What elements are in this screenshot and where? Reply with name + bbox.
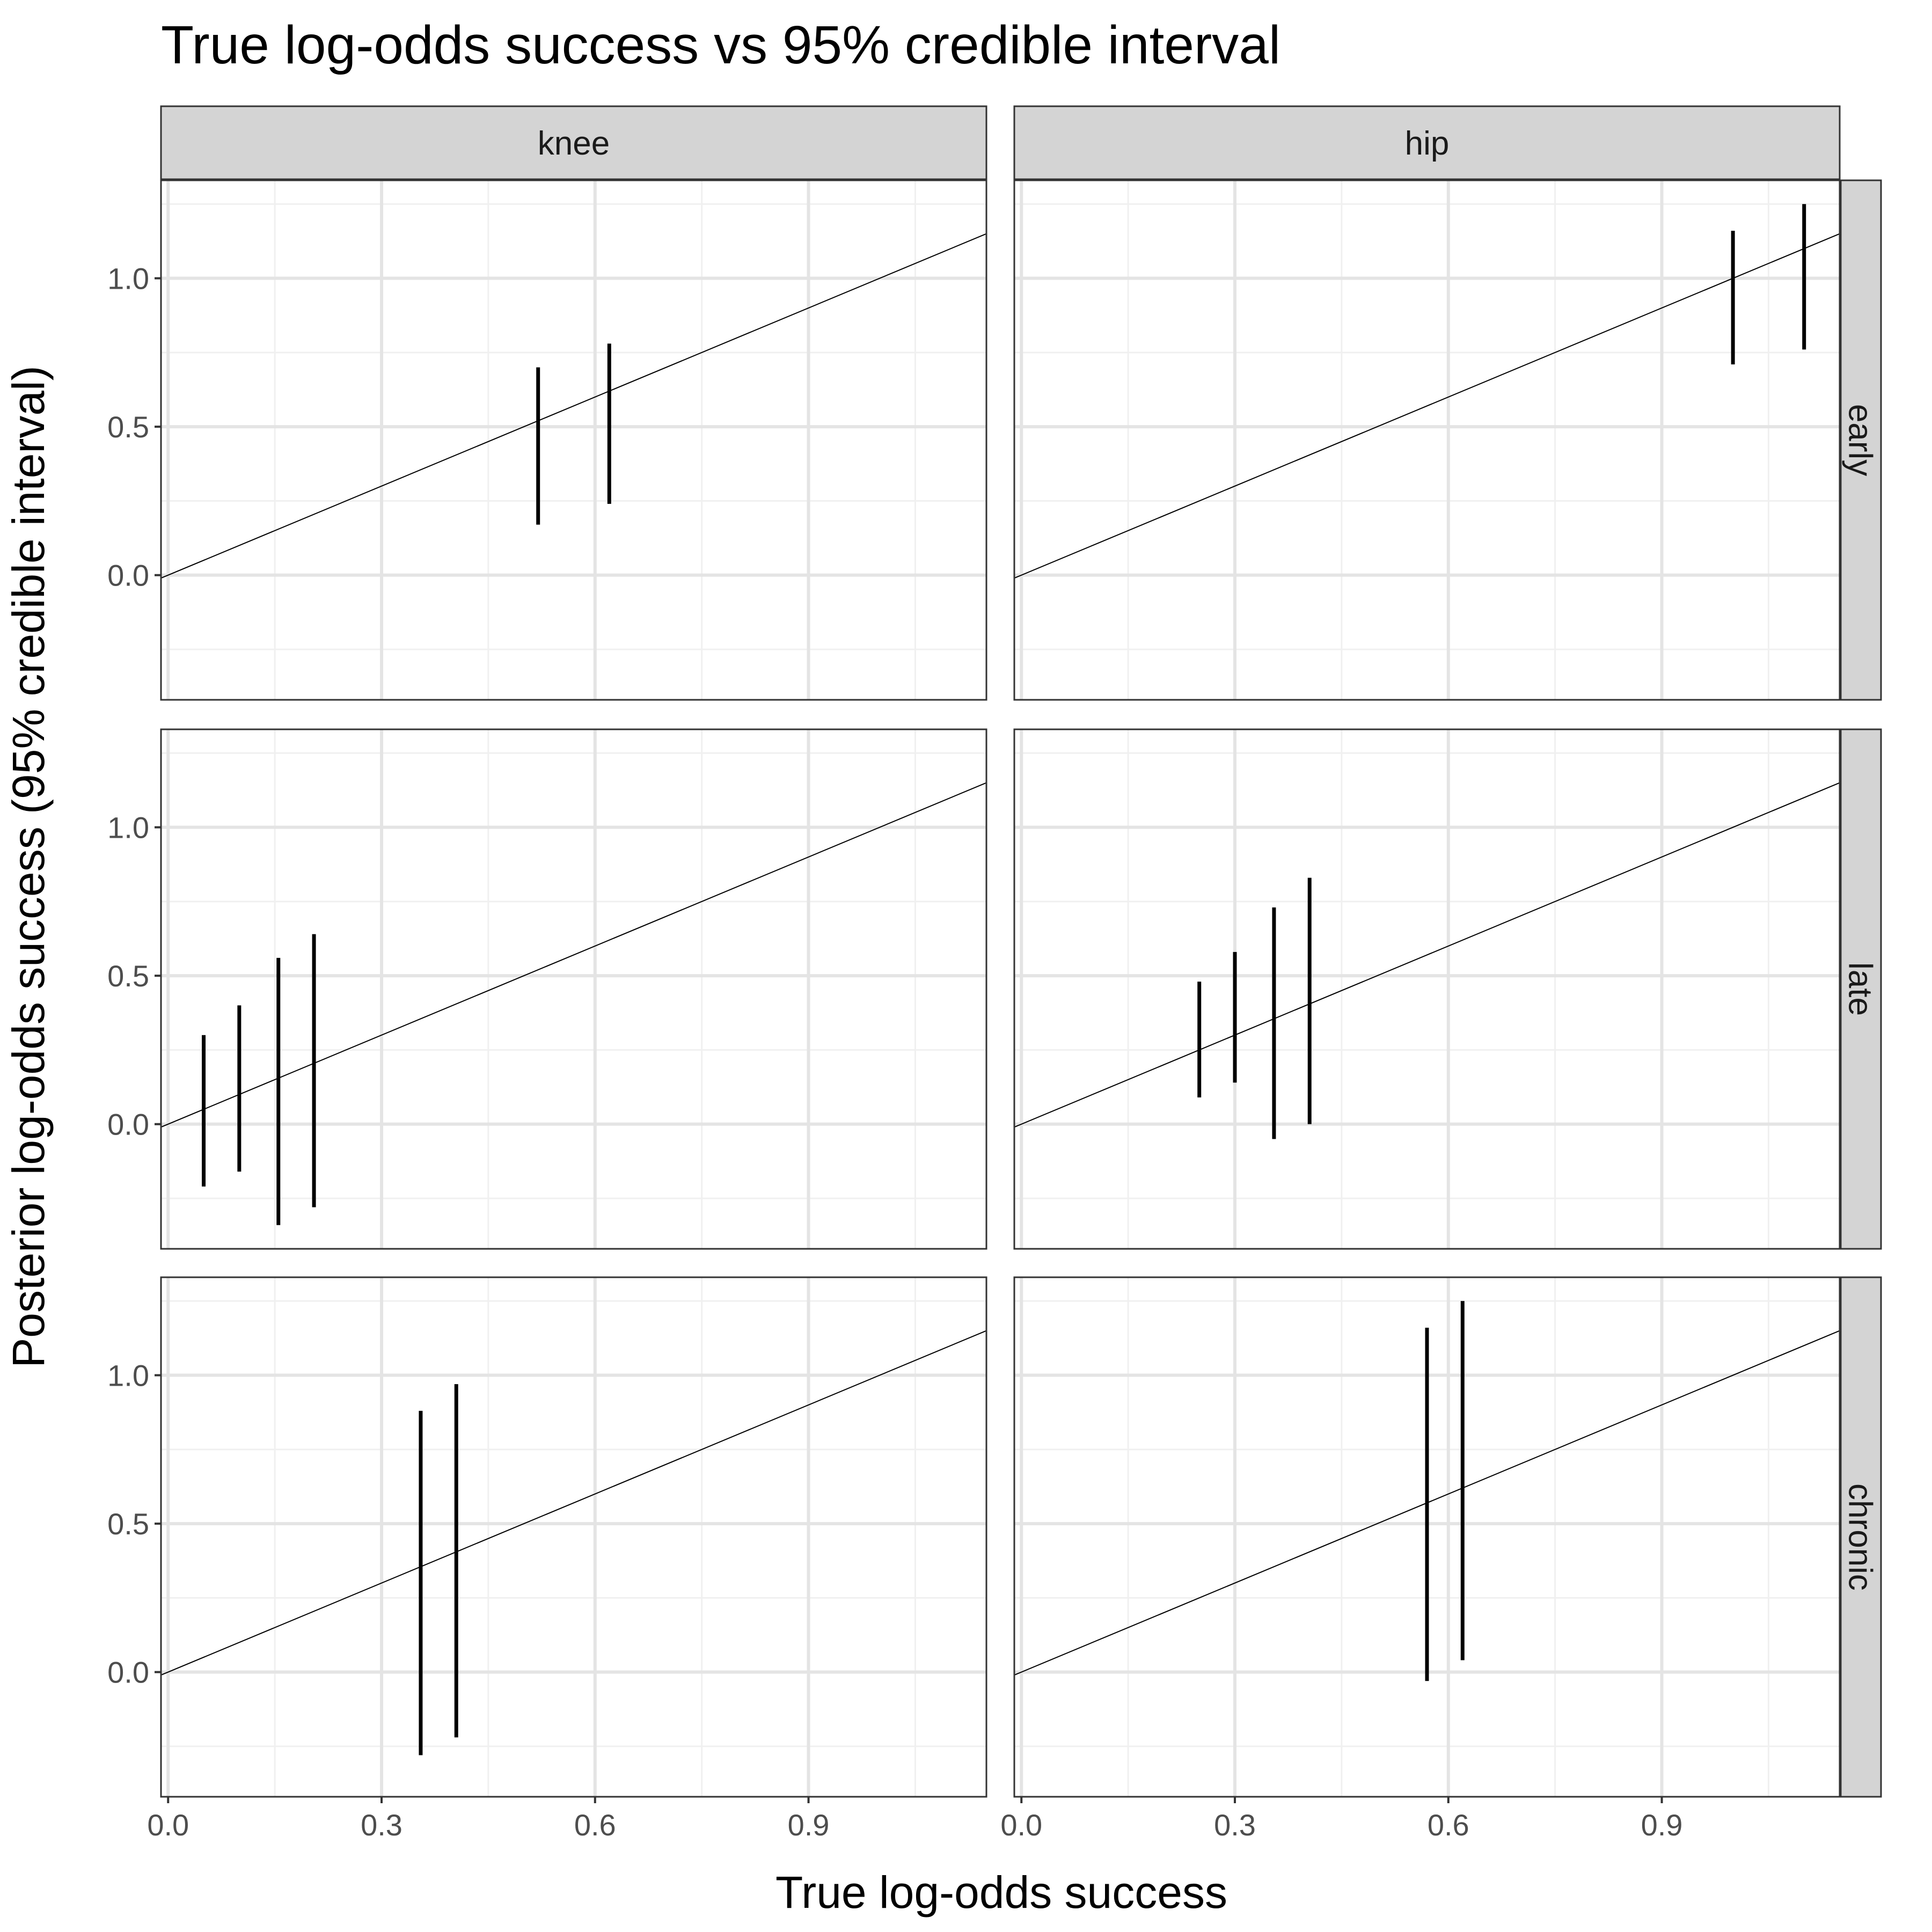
- row-strip-late: late: [1840, 728, 1882, 1250]
- panel-background: [1014, 729, 1840, 1249]
- panel-knee-early: 0.0 0.5 1.0: [107, 179, 987, 701]
- x-tick-label: 0.0: [1000, 1808, 1042, 1842]
- panel-background: [161, 729, 986, 1249]
- reference-line-y-equals-x: [1014, 782, 1840, 1128]
- y-tick-label: 1.0: [107, 811, 149, 845]
- reference-line-y-equals-x: [160, 782, 987, 1128]
- panel-hip-early: [1013, 179, 1841, 701]
- panel-background: [1014, 180, 1840, 700]
- x-tick-label: 0.9: [1641, 1808, 1683, 1842]
- x-tick-label: 0.3: [361, 1808, 402, 1842]
- panel-background: [161, 1277, 986, 1797]
- y-tick-label: 0.0: [107, 1108, 149, 1141]
- row-strip-label: early: [1842, 404, 1879, 476]
- row-strip-chronic: chronic: [1840, 1276, 1882, 1798]
- panel-hip-chronic: 0.0 0.3 0.6 0.9: [1000, 1276, 1841, 1842]
- panel-border: [160, 1276, 987, 1798]
- x-tick-label: 0.6: [1428, 1808, 1469, 1842]
- column-strip-bg: [160, 105, 987, 180]
- column-strip-bg: [1013, 105, 1841, 180]
- reference-line-y-equals-x: [1014, 233, 1840, 579]
- panel-hip-late: [1013, 728, 1841, 1250]
- row-strip-bg: [1840, 1276, 1882, 1798]
- row-strip-bg: [1840, 179, 1882, 701]
- reference-line-y-equals-x: [160, 1330, 987, 1676]
- column-strip-knee: knee: [160, 105, 987, 180]
- y-tick-label: 0.5: [107, 1507, 149, 1541]
- panel-knee-chronic: 0.0 0.5 1.0 0.0 0.3 0.6 0.9: [107, 1276, 987, 1842]
- reference-line-y-equals-x: [160, 233, 987, 579]
- x-tick-label: 0.6: [574, 1808, 616, 1842]
- panel-border: [160, 179, 987, 701]
- panel-area: knee hip early late chronic 0.0 0.5 1.0 0.0 0.5 1.…: [107, 105, 1882, 1842]
- panel-border: [1013, 179, 1841, 701]
- x-tick-label: 0.0: [147, 1808, 189, 1842]
- panel-background: [161, 180, 986, 700]
- row-strip-label: late: [1842, 962, 1879, 1016]
- row-strip-early: early: [1840, 179, 1882, 701]
- x-tick-label: 0.3: [1214, 1808, 1256, 1842]
- y-tick-label: 0.0: [107, 1656, 149, 1689]
- y-tick-label: 0.0: [107, 559, 149, 592]
- chart-title: True log-odds success vs 95% credible in…: [161, 15, 1280, 75]
- panel-border: [160, 728, 987, 1250]
- y-axis-title: Posterior log-odds success (95% credible…: [3, 365, 54, 1367]
- row-strip-label: chronic: [1842, 1483, 1879, 1591]
- column-strip-label: hip: [1405, 125, 1450, 162]
- panel-border: [1013, 1276, 1841, 1798]
- x-tick-label: 0.9: [788, 1808, 830, 1842]
- y-tick-label: 0.5: [107, 410, 149, 444]
- y-tick-label: 1.0: [107, 1359, 149, 1393]
- column-strip-hip: hip: [1013, 105, 1841, 180]
- row-strip-bg: [1840, 728, 1882, 1250]
- panel-knee-late: 0.0 0.5 1.0: [107, 728, 987, 1250]
- panel-border: [1013, 728, 1841, 1250]
- y-tick-label: 0.5: [107, 959, 149, 993]
- x-axis-title: True log-odds success: [775, 1867, 1227, 1918]
- y-tick-label: 1.0: [107, 262, 149, 296]
- column-strip-label: knee: [538, 125, 610, 162]
